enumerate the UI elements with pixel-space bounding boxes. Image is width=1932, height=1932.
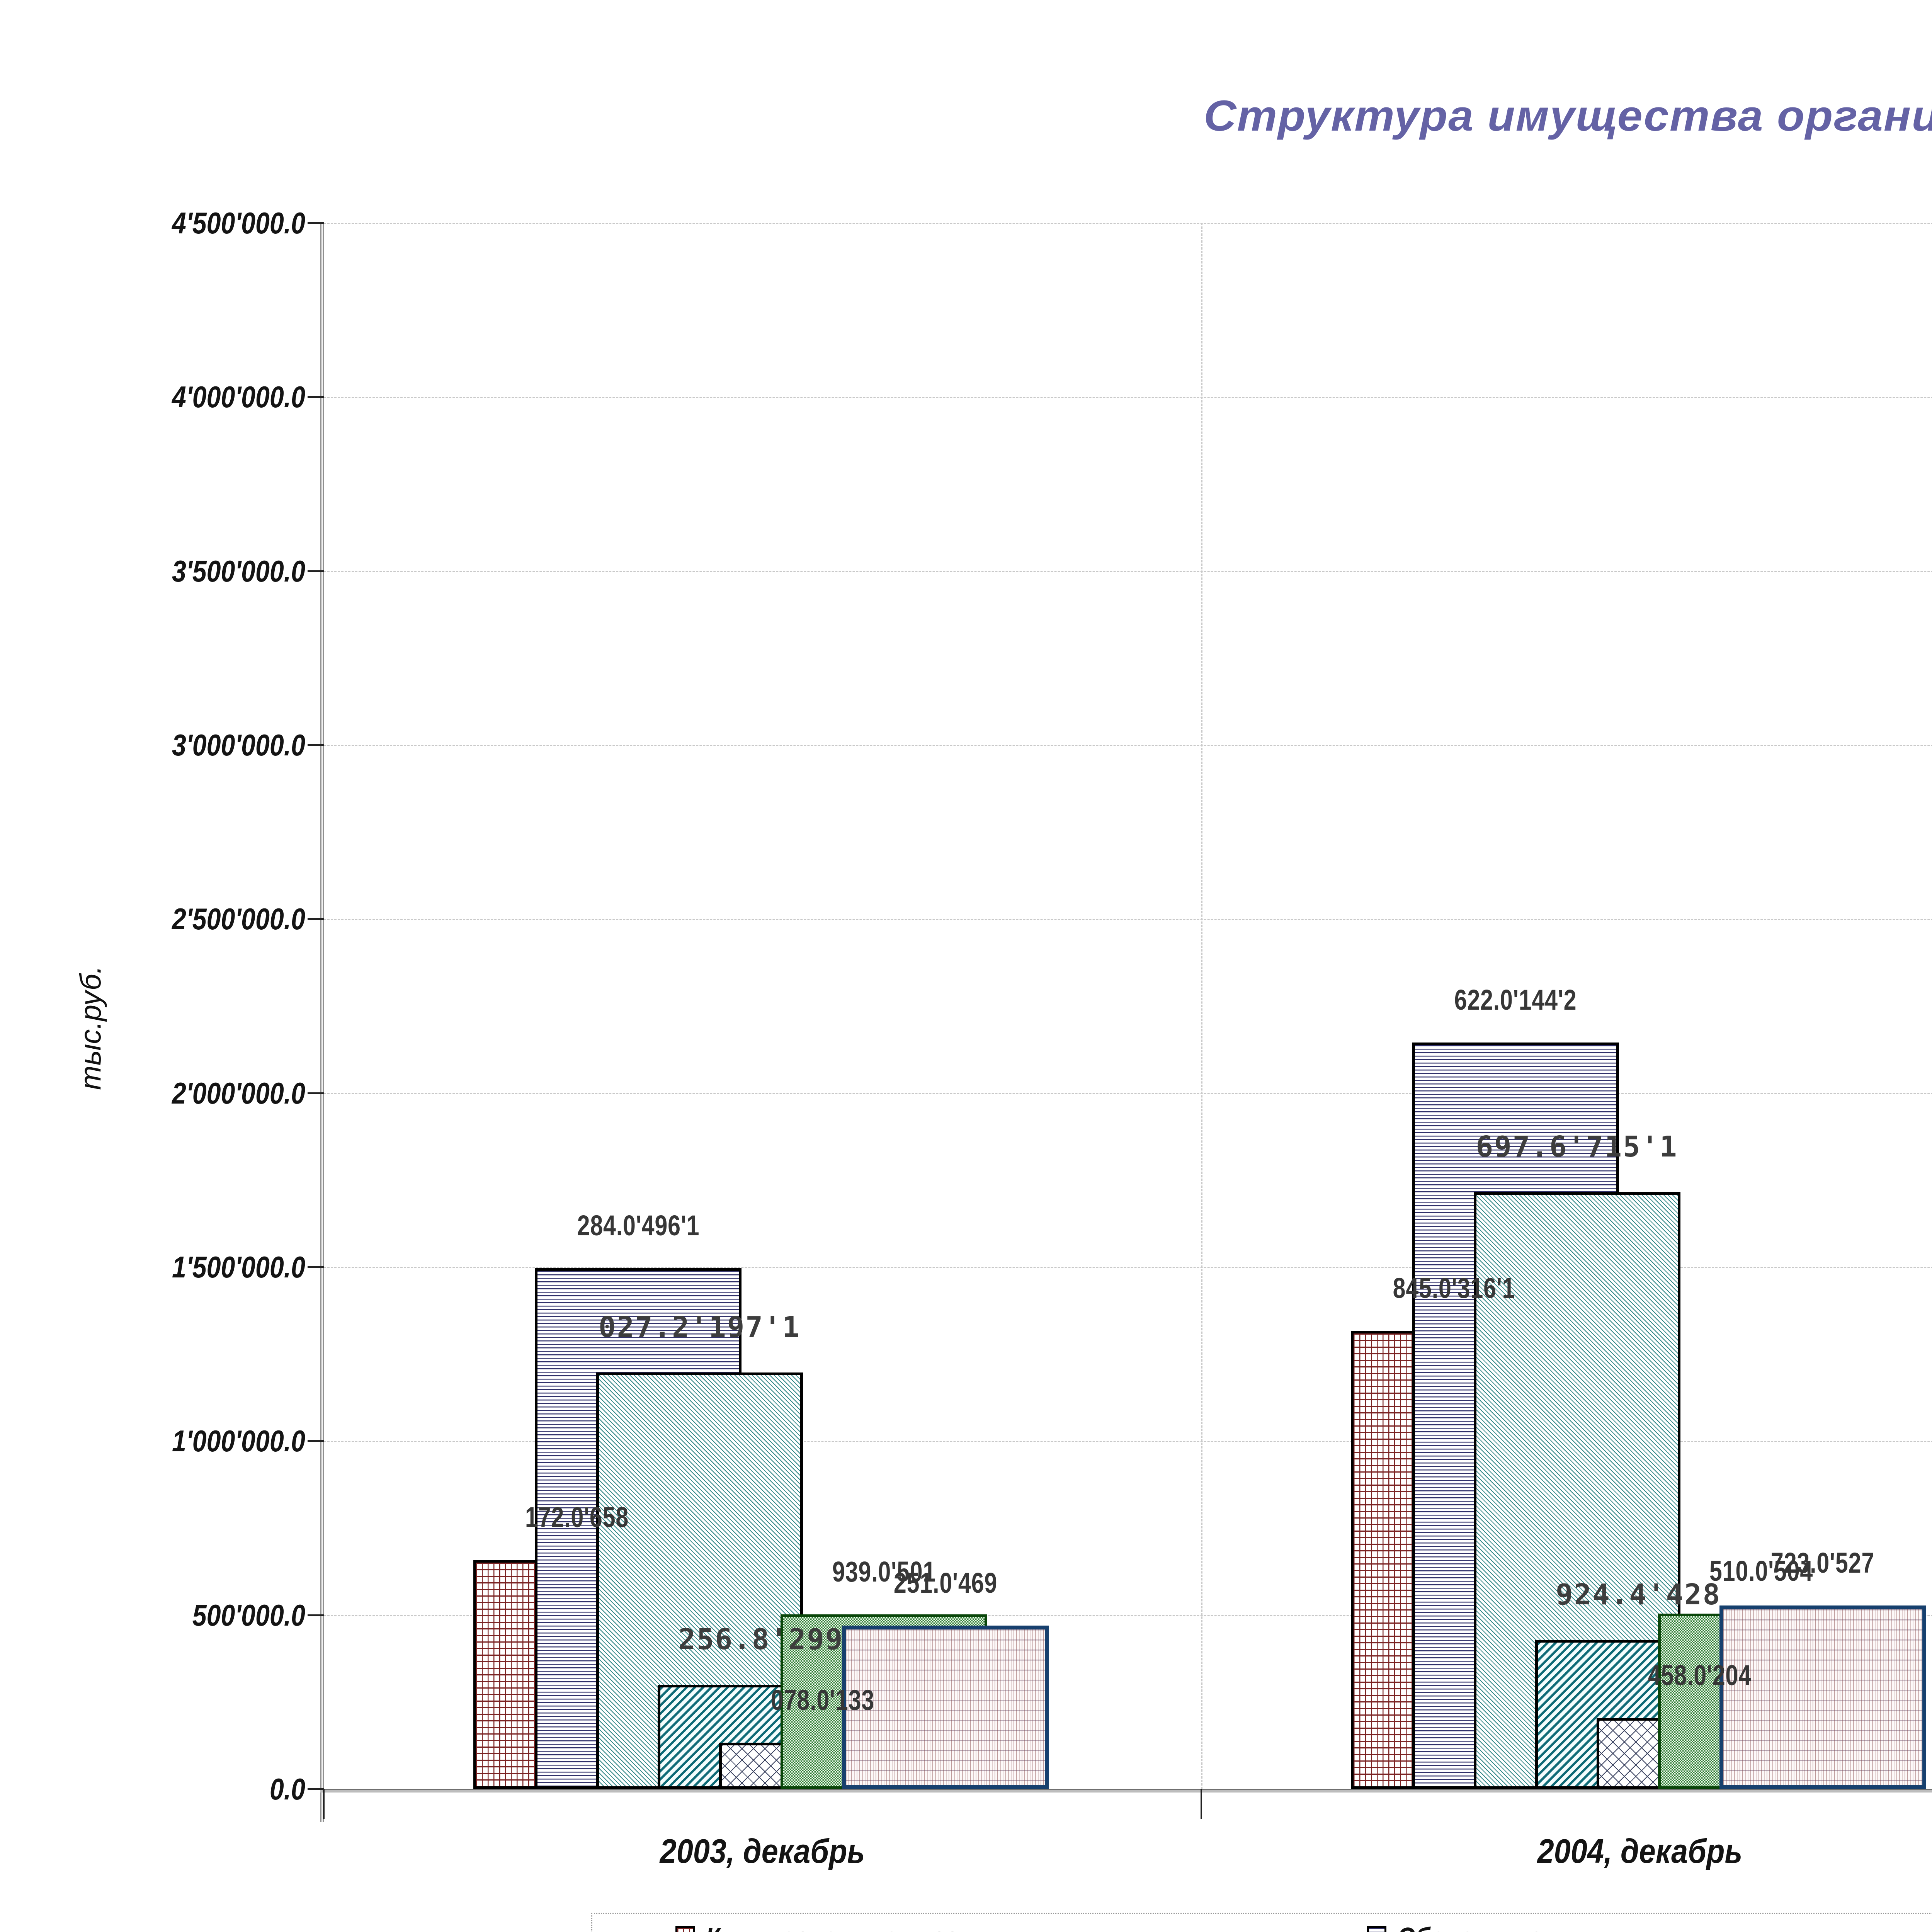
y-axis-tick <box>308 570 324 572</box>
x-axis-tick <box>323 1789 325 1819</box>
bar-data-label: 172.0'658 <box>525 1501 629 1534</box>
x-axis-line <box>320 1789 1932 1793</box>
y-gridline <box>324 1093 1932 1094</box>
y-tick-label: 4'000'000.0 <box>172 380 305 414</box>
y-gridline <box>324 397 1932 398</box>
x-category-label: 2003, декабрь <box>660 1832 865 1870</box>
y-tick-label: 3'500'000.0 <box>172 554 305 588</box>
y-tick-label: 4'500'000.0 <box>172 206 305 240</box>
bar-data-label: 458.0'204 <box>1648 1659 1752 1691</box>
bar-data-label: 845.0'316'1 <box>1393 1272 1515 1304</box>
bar-7-2 <box>1719 1605 1926 1789</box>
bar-data-label: 510.0'504 <box>1709 1554 1813 1587</box>
y-tick-label: 2'000'000.0 <box>172 1076 305 1110</box>
y-tick-label: 500'000.0 <box>192 1598 305 1632</box>
bar-data-label: 723.0'527 <box>1771 1546 1875 1579</box>
y-axis-tick <box>308 1092 324 1094</box>
y-gridline <box>324 919 1932 920</box>
y-tick-label: 1'000'000.0 <box>172 1424 305 1458</box>
y-axis-tick <box>308 222 324 224</box>
legend-swatch-icon <box>1367 1926 1386 1932</box>
bar-data-label: 256.8'299 <box>678 1623 844 1656</box>
y-axis-tick <box>308 396 324 398</box>
bar-data-label: 078.0'133 <box>770 1684 874 1716</box>
legend-swatch-icon <box>675 1926 695 1932</box>
legend-label: Краткосрочные пассивы <box>706 1922 1007 1932</box>
x-category-label: 2004, декабрь <box>1537 1832 1743 1870</box>
y-axis-tick <box>308 1266 324 1268</box>
x-axis-tick <box>1200 1789 1202 1819</box>
y-axis-line <box>320 223 324 1822</box>
chart-title: Структура имущества организации <box>1204 92 1932 140</box>
y-axis-tick <box>308 1614 324 1616</box>
y-gridline <box>324 745 1932 746</box>
legend-label: Оборотные активы <box>1397 1922 1644 1932</box>
y-tick-label: 0.0 <box>269 1772 305 1806</box>
bar-data-label: 697.6'715'1 <box>1476 1130 1678 1163</box>
y-gridline <box>324 1267 1932 1268</box>
y-gridline <box>324 1441 1932 1442</box>
y-axis-tick <box>308 1788 324 1790</box>
y-axis-tick <box>308 744 324 746</box>
bar-data-label: 939.0'501 <box>832 1555 936 1588</box>
y-axis-tick <box>308 918 324 920</box>
y-gridline <box>324 571 1932 572</box>
y-tick-label: 3'000'000.0 <box>172 728 305 762</box>
y-gridline <box>324 223 1932 224</box>
bar-7-1 <box>842 1626 1049 1789</box>
category-separator <box>1201 223 1202 1789</box>
y-axis-tick <box>308 1440 324 1442</box>
legend: Краткосрочные пассивыПеременные оборотны… <box>591 1913 1932 1932</box>
y-gridline <box>324 1615 1932 1616</box>
bar-data-label: 924.4'428 <box>1556 1578 1721 1611</box>
bar-data-label: 622.0'144'2 <box>1454 984 1577 1016</box>
bar-data-label: 027.2'197'1 <box>598 1310 801 1344</box>
bar-data-label: 251.0'469 <box>893 1567 997 1599</box>
y-tick-label: 2'500'000.0 <box>172 902 305 936</box>
y-tick-label: 1'500'000.0 <box>172 1250 305 1284</box>
bar-data-label: 284.0'496'1 <box>577 1209 699 1242</box>
